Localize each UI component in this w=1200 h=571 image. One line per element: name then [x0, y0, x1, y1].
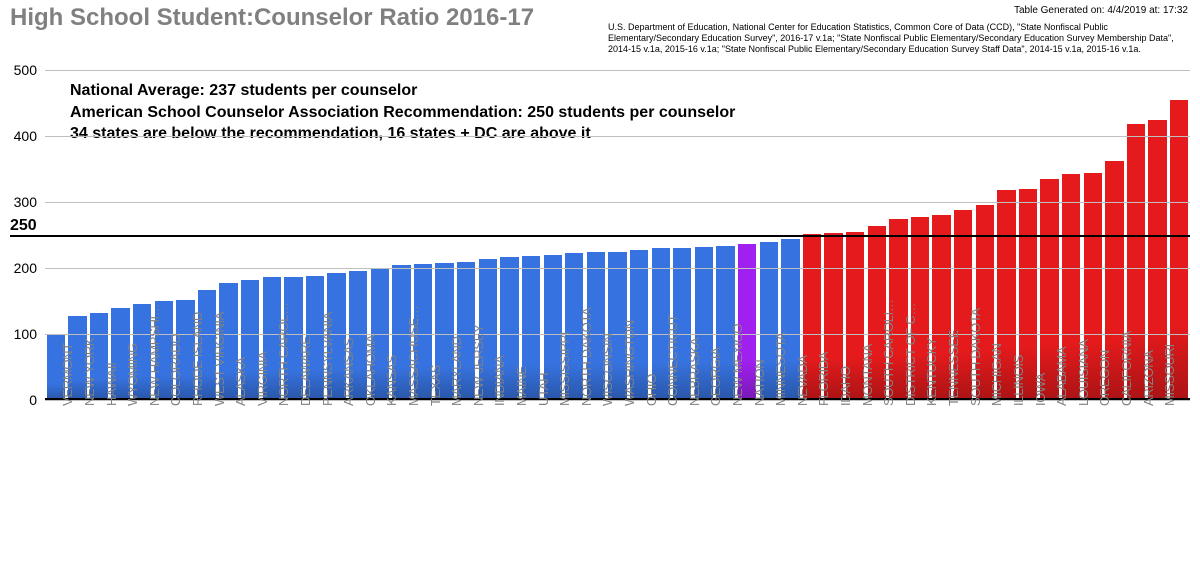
y-tick-label: 100 [0, 326, 37, 342]
x-axis-label: OKLAHOMA [363, 335, 378, 406]
x-axis-label: ALABAMA [1054, 347, 1069, 406]
x-axis-label: WYOMING [125, 343, 140, 406]
generated-on: Table Generated on: 4/4/2019 at: 17:32 [1014, 5, 1188, 16]
x-axis-label: NORTH DAKOTA [579, 308, 594, 406]
data-source: U.S. Department of Education, National C… [608, 22, 1188, 54]
x-axis-label: MINNESOTA [773, 332, 788, 406]
x-axis-label: GEORGIA [708, 347, 723, 406]
x-axis-label: IDAHO [838, 366, 853, 406]
x-axis-label: OHIO [644, 374, 659, 406]
y-tick-label: 300 [0, 194, 37, 210]
x-axis-label: MISSISSIPPI [557, 332, 572, 406]
gridline [45, 70, 1190, 71]
x-axis-label: UTAH [536, 373, 551, 406]
gridline [45, 268, 1190, 269]
y-tick-label: 500 [0, 62, 37, 78]
y-tick-label: 0 [0, 392, 37, 408]
x-axis-label: NEW YORK [82, 338, 97, 406]
x-axis-label: MONTANA [860, 344, 875, 406]
x-axis-label: MASSACHUSE… [406, 305, 421, 406]
y-tick-label: 200 [0, 260, 37, 276]
y-tick-label: 400 [0, 128, 37, 144]
x-axis-label: RHODE ISLAND [190, 312, 205, 406]
x-axis-label: VERMONT [60, 343, 75, 406]
x-axis-label: NEW HAMPSHI… [147, 303, 162, 406]
x-axis-label: NEW MEXICO [730, 324, 745, 406]
gridline [45, 202, 1190, 203]
x-axis-label: NATION [752, 360, 767, 406]
x-axis-label: NEW JERSEY [471, 324, 486, 406]
x-axis-label: MISSOURI [1162, 344, 1177, 406]
gridline [45, 136, 1190, 137]
x-axis-label: ARIZONA [1141, 350, 1156, 406]
x-axis-label: PENNSYLVANIA [320, 312, 335, 406]
x-axis-label: COLORADO [168, 334, 183, 406]
x-axis-label: CONNECTICUT [665, 315, 680, 406]
x-axis-label: DISTRICT OF C… [903, 303, 918, 406]
x-axis-label: OREGON [1097, 350, 1112, 406]
x-axis-label: VIRGINIA [255, 351, 270, 406]
reference-line-label: 250 [10, 217, 37, 235]
x-axis-label: HAWAII [104, 363, 119, 406]
x-axis-label: ALASKA [233, 357, 248, 406]
x-axis-label: MARYLAND [449, 336, 464, 406]
x-axis-label: WASHINGTON [622, 320, 637, 406]
reference-line [10, 235, 1190, 237]
x-axis-label: ARKANSAS [341, 338, 356, 406]
x-axis-label: MICHIGAN [989, 343, 1004, 406]
x-axis-label: NEBRASKA [687, 338, 702, 406]
x-axis-label: WEST VIRGINIA [212, 312, 227, 406]
x-axis-label: NORTH CAROL… [276, 302, 291, 406]
x-axis-label: KANSAS [384, 355, 399, 406]
x-axis-label: NEVADA [795, 355, 810, 406]
x-axis-label: FLORIDA [816, 352, 831, 406]
x-axis-label: INDIANA [492, 355, 507, 406]
chart-title: High School Student:Counselor Ratio 2016… [10, 4, 534, 32]
x-axis-label: KENTUCKY [924, 338, 939, 406]
x-axis-label: CALIFORNIA [1119, 331, 1134, 406]
x-axis-label: MAINE [514, 366, 529, 406]
x-axis-label: LOUISIANA [1076, 339, 1091, 406]
x-axis-label: TENNESSEE [946, 330, 961, 406]
x-axis-label: DELAWARE [298, 336, 313, 406]
x-axis-label: SOUTH DAKOTA [968, 308, 983, 406]
x-axis-label: IOWA [1033, 373, 1048, 406]
x-axis-label: TEXAS [428, 365, 443, 406]
x-axis-label: WISCONSIN [600, 334, 615, 406]
x-axis-label: SOUTH CAROLI… [881, 299, 896, 406]
x-axis-label: ILLINOIS [1011, 355, 1026, 406]
